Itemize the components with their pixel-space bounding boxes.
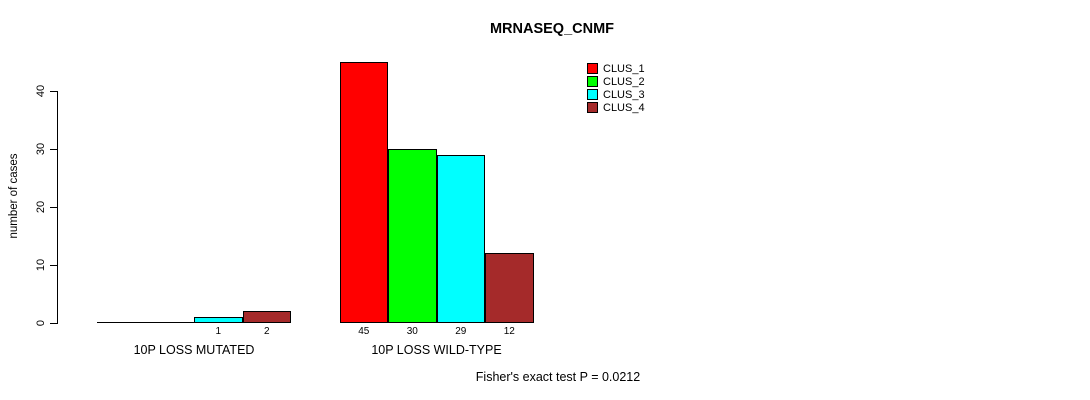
legend-label: CLUS_2 (603, 75, 645, 88)
y-tick-label: 40 (35, 84, 47, 98)
bar-g2-clus-3 (436, 155, 485, 323)
y-tick-label: 20 (35, 200, 47, 214)
bar-g1-clus-4 (242, 311, 291, 323)
chart-title: MRNASEQ_CNMF (489, 21, 615, 37)
legend-swatch-clus-2 (587, 75, 598, 87)
bar-value-label: 1 (215, 326, 222, 337)
bar-g1-clus-2 (145, 322, 194, 323)
fisher-test-annotation: Fisher's exact test P = 0.0212 (475, 370, 641, 384)
group-label: 10P LOSS MUTATED (133, 343, 255, 357)
bar-g2-clus-1 (339, 62, 388, 323)
bar-g1-clus-1 (97, 322, 146, 323)
y-axis-label: number of cases (8, 153, 20, 239)
y-tick (50, 207, 57, 208)
bar-g2-clus-4 (485, 253, 534, 323)
y-tick (50, 91, 57, 92)
legend-swatch-clus-4 (587, 101, 598, 113)
y-axis-line (57, 91, 58, 324)
bar-value-label: 12 (503, 326, 515, 337)
bar-value-label: 45 (358, 326, 370, 337)
legend-swatch-clus-3 (587, 88, 598, 100)
y-tick-label: 10 (35, 258, 47, 272)
group-label: 10P LOSS WILD-TYPE (371, 343, 502, 357)
bar-value-label: 29 (455, 326, 467, 337)
legend-swatch-clus-1 (587, 62, 598, 74)
bar-g1-clus-3 (194, 317, 243, 323)
y-tick-label: 0 (35, 319, 47, 327)
legend-label: CLUS_4 (603, 101, 645, 114)
legend-label: CLUS_3 (603, 88, 645, 101)
y-tick (50, 323, 57, 324)
y-tick (50, 265, 57, 266)
bar-g2-clus-2 (388, 149, 437, 323)
bar-value-label: 30 (406, 326, 418, 337)
y-tick-label: 30 (35, 142, 47, 156)
y-tick (50, 149, 57, 150)
legend-label: CLUS_1 (603, 62, 645, 75)
bar-value-label: 2 (263, 326, 270, 337)
